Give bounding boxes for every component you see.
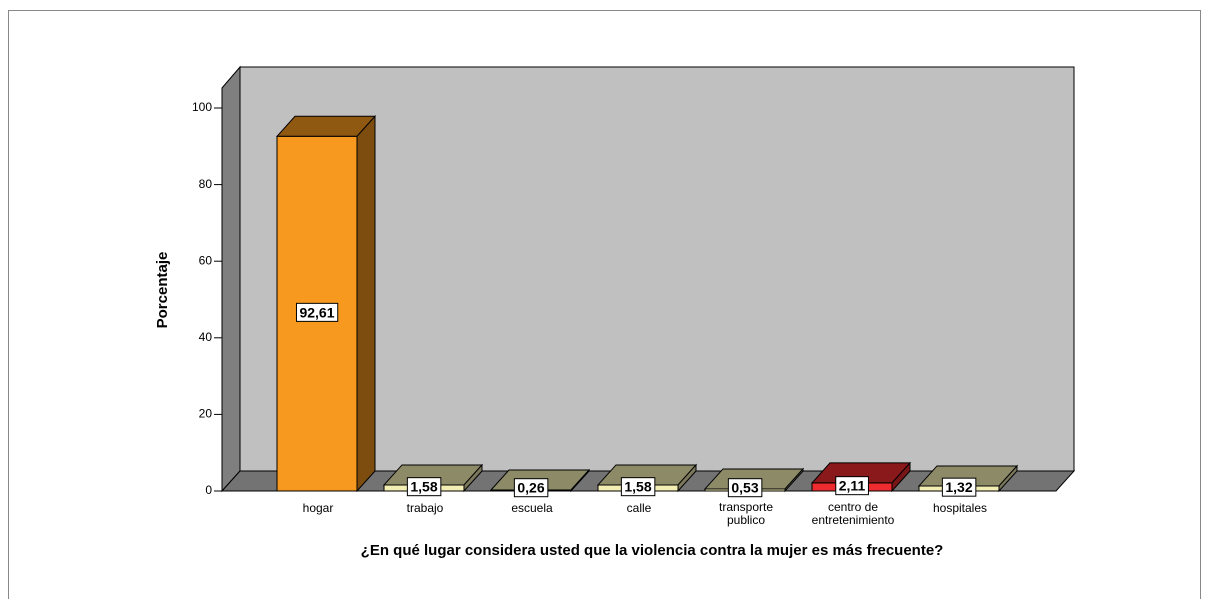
value-label: 1,32: [941, 477, 977, 497]
value-label-box: [941, 477, 977, 497]
value-label-box: [295, 302, 339, 322]
y-tick-label: 100: [192, 100, 212, 114]
y-tick-label: 40: [199, 330, 213, 344]
value-label-text: 0,53: [731, 480, 758, 496]
y-tick-label: 80: [199, 177, 213, 191]
value-label: 0,53: [727, 478, 763, 498]
bar-side: [570, 468, 590, 493]
x-tick-label: hogar: [303, 501, 334, 515]
back-wall: [239, 66, 1075, 472]
value-label-text: 1,58: [624, 479, 651, 495]
value-label-box: [620, 477, 656, 497]
value-label-box: [513, 478, 549, 498]
bar-side: [463, 463, 483, 493]
value-label-text: 1,32: [945, 479, 972, 495]
x-tick-label: hospitales: [933, 501, 987, 515]
y-tick-label: 0: [205, 483, 212, 497]
value-label-text: 0,26: [517, 480, 544, 496]
value-label: 1,58: [620, 477, 656, 497]
value-label: 1,58: [406, 477, 442, 497]
bar-side: [677, 463, 697, 493]
bar-side: [784, 467, 804, 493]
value-label-text: 92,61: [299, 304, 334, 320]
bar-side: [891, 461, 911, 493]
x-tick-label: centro de entretenimiento: [812, 500, 895, 527]
left-wall: [221, 65, 241, 493]
bar-side: [998, 464, 1018, 493]
x-tick-label: calle: [627, 501, 652, 515]
value-label-box: [727, 478, 763, 498]
y-tick-label: 20: [199, 407, 213, 421]
value-label: 2,11: [835, 476, 869, 496]
value-label-box: [406, 477, 442, 497]
value-label: 0,26: [513, 478, 549, 498]
value-label-text: 1,58: [410, 479, 437, 495]
value-label-box: [835, 476, 869, 496]
y-axis-title: Porcentaje: [154, 252, 171, 329]
x-tick-label: escuela: [511, 501, 553, 515]
x-tick-label: transporte publico: [719, 500, 773, 527]
y-tick-label: 60: [199, 253, 213, 267]
value-label-text: 2,11: [839, 478, 866, 494]
bar-side: [356, 115, 376, 493]
value-label: 92,61: [295, 302, 339, 322]
x-tick-label: trabajo: [407, 501, 444, 515]
x-axis-title: ¿En qué lugar considera usted que la vio…: [361, 542, 944, 559]
